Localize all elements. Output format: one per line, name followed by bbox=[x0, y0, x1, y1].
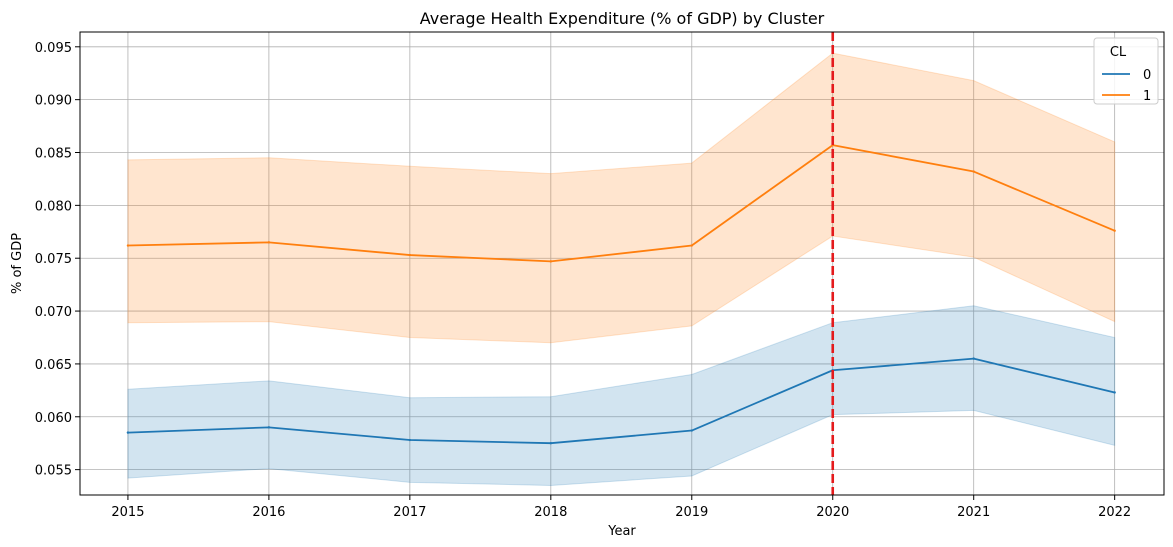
x-axis-label: Year bbox=[607, 524, 636, 539]
y-tick-label: 0.075 bbox=[35, 252, 72, 267]
y-axis-label: % of GDP bbox=[10, 233, 25, 294]
data-point-cl-0 bbox=[972, 357, 975, 360]
x-tick-label: 2022 bbox=[1098, 505, 1131, 520]
y-tick-label: 0.065 bbox=[35, 358, 72, 373]
data-point-cl-0 bbox=[267, 426, 271, 429]
data-point-cl-0 bbox=[690, 429, 693, 432]
x-axis-ticks: 2015 2016 2017 2018 2019 2020 2021 2022 bbox=[111, 495, 1131, 520]
grid bbox=[80, 32, 1164, 495]
legend-box bbox=[1093, 37, 1159, 105]
y-tick-label: 0.090 bbox=[35, 94, 72, 109]
x-tick-label: 2021 bbox=[957, 505, 990, 520]
y-tick-label: 0.085 bbox=[35, 147, 72, 162]
chart-title: Average Health Expenditure (% of GDP) by… bbox=[420, 9, 825, 28]
data-point-cl-0 bbox=[1113, 391, 1116, 394]
data-point-cl-1 bbox=[1113, 229, 1116, 232]
data-point-cl-0 bbox=[126, 431, 130, 434]
plot-frame bbox=[79, 31, 1165, 496]
y-axis-ticks: 0.055 0.060 0.065 0.070 0.075 0.080 0.085 0.090… bbox=[35, 41, 80, 479]
data-point-cl-1 bbox=[267, 241, 271, 244]
series-lines bbox=[126, 143, 1116, 445]
y-tick-label: 0.070 bbox=[35, 305, 72, 320]
y-tick-label: 0.095 bbox=[35, 41, 72, 56]
series-line-cl-0 bbox=[127, 357, 1115, 445]
legend-label-cl-1: 1 bbox=[1143, 89, 1151, 104]
data-point-cl-1 bbox=[126, 244, 130, 247]
x-tick-label: 2016 bbox=[252, 505, 285, 520]
x-tick-label: 2018 bbox=[534, 505, 567, 520]
data-point-cl-1 bbox=[690, 244, 693, 247]
y-tick-label: 0.060 bbox=[35, 411, 72, 426]
legend-label-cl-0: 0 bbox=[1143, 68, 1151, 83]
confidence-bands bbox=[127, 52, 1116, 486]
confidence-band-cl-1 bbox=[127, 52, 1116, 344]
data-point-cl-1 bbox=[408, 253, 412, 257]
legend: CL 01 bbox=[1093, 37, 1159, 105]
data-point-cl-1 bbox=[549, 260, 553, 263]
legend-title: CL bbox=[1110, 45, 1127, 60]
x-tick-label: 2020 bbox=[816, 505, 849, 520]
x-tick-label: 2017 bbox=[393, 505, 426, 520]
legend-items: 01 bbox=[1102, 68, 1151, 104]
x-tick-label: 2019 bbox=[675, 505, 708, 520]
data-point-cl-0 bbox=[549, 442, 553, 445]
data-point-cl-0 bbox=[408, 438, 412, 442]
series-line-cl-1 bbox=[127, 144, 1116, 263]
y-tick-label: 0.055 bbox=[35, 464, 72, 479]
x-tick-label: 2015 bbox=[111, 505, 144, 520]
data-point-cl-1 bbox=[972, 170, 975, 173]
y-tick-label: 0.080 bbox=[35, 199, 72, 214]
confidence-band-cl-0 bbox=[127, 305, 1116, 486]
